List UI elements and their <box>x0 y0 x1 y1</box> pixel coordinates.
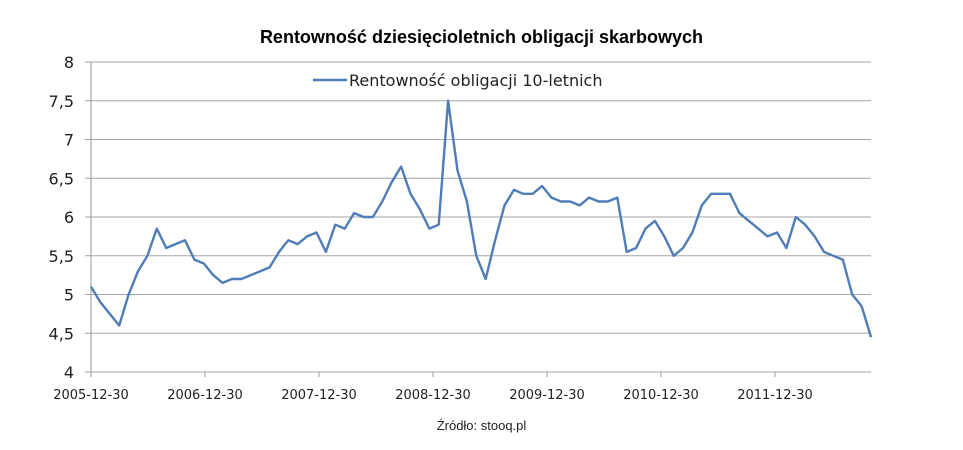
y-tick-label: 6,5 <box>49 169 74 188</box>
y-tick-label: 7,5 <box>49 92 74 111</box>
y-axis-ticks: 4 4,5 5 5,5 6 6,5 7 7,5 8 <box>49 53 74 382</box>
gridlines <box>85 61 871 373</box>
yield-series-line <box>89 99 873 338</box>
legend-label: Rentowność obligacji 10-letnich <box>349 71 602 90</box>
legend: Rentowność obligacji 10-letnich <box>313 71 602 90</box>
y-tick-label: 7 <box>64 131 74 150</box>
y-tick-label: 4,5 <box>49 324 74 343</box>
y-tick-label: 4 <box>64 363 74 382</box>
x-tick-label: 2007-12-30 <box>281 388 357 403</box>
chart-title: Rentowność dziesięcioletnich obligacji s… <box>259 27 704 47</box>
x-tick-label: 2010-12-30 <box>623 388 699 403</box>
x-tick-label: 2009-12-30 <box>509 388 585 403</box>
source-label: Źródło: stooq.pl <box>436 418 527 433</box>
y-tick-label: 8 <box>64 53 74 72</box>
y-tick-label: 5 <box>64 286 74 305</box>
y-tick-label: 5,5 <box>49 247 74 266</box>
x-tick-label: 2008-12-30 <box>395 388 471 403</box>
y-tick-label: 6 <box>64 208 74 227</box>
x-tick-label: 2011-12-30 <box>737 388 813 403</box>
x-tick-label: 2006-12-30 <box>167 388 243 403</box>
x-axis-ticks: 2005-12-30 2006-12-30 2007-12-30 2008-12-30… <box>53 372 813 403</box>
x-tick-label: 2005-12-30 <box>53 388 129 403</box>
